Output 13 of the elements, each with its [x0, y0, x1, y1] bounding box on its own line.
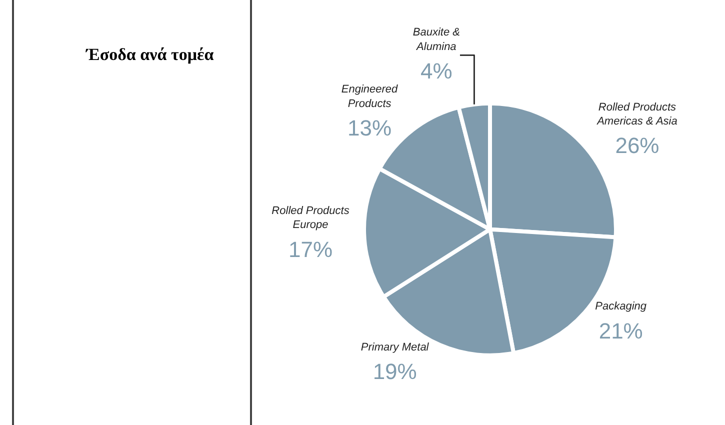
data-label: 19% [372, 359, 417, 384]
data-label: 21% [598, 318, 643, 344]
text: Έσοδα ανά τομέα [85, 45, 215, 65]
slice-label: Rolled Products Americas & Asia [596, 101, 678, 128]
data-label: 13% [348, 115, 392, 140]
data-label: 4% [420, 58, 452, 84]
data-label: 26% [615, 133, 660, 158]
slice-label: Packaging [595, 300, 648, 313]
data-label: 17% [288, 236, 333, 262]
slice-label: Engineered Products [341, 84, 399, 110]
slice-label: Primary Metal [360, 342, 430, 354]
slice-label: Bauxite & Alumina [412, 26, 460, 53]
slice-label: Rolled Products Europe [272, 204, 350, 232]
